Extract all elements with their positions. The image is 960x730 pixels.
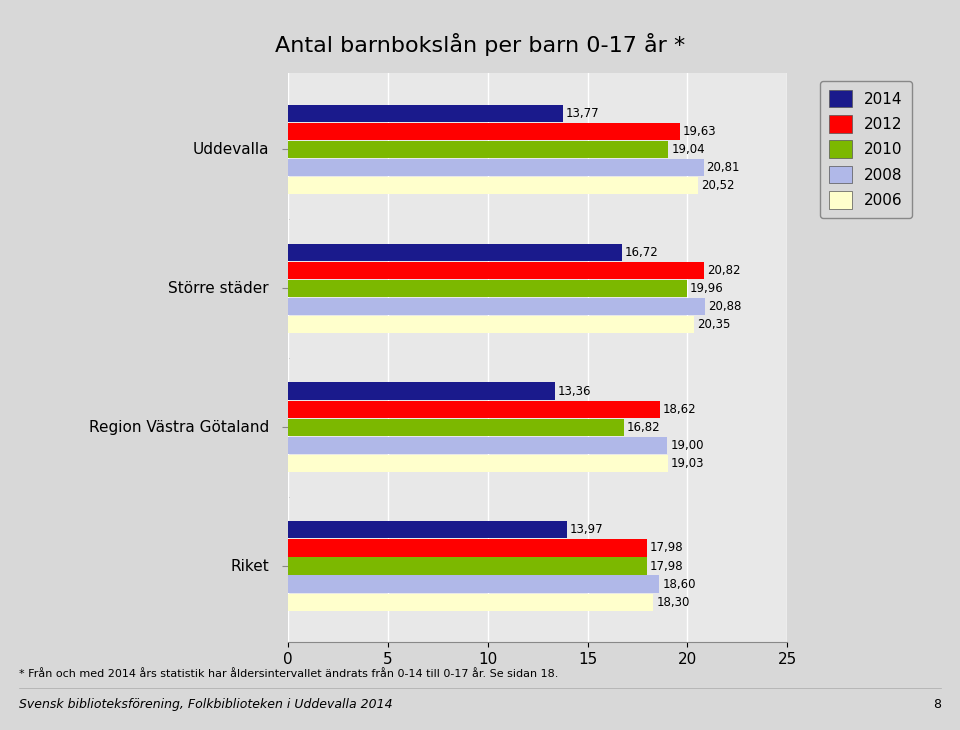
Bar	[288, 521, 567, 539]
Text: 17,98: 17,98	[650, 559, 684, 572]
Bar	[288, 383, 555, 399]
Bar	[288, 316, 694, 333]
Bar	[288, 261, 704, 279]
Bar	[288, 418, 624, 436]
Bar	[288, 104, 563, 122]
Text: 18,60: 18,60	[662, 577, 696, 591]
Bar	[288, 401, 660, 418]
Legend: 2014, 2012, 2010, 2008, 2006: 2014, 2012, 2010, 2008, 2006	[820, 80, 912, 218]
Bar	[288, 280, 686, 297]
Text: 13,97: 13,97	[570, 523, 604, 537]
Text: 8: 8	[933, 698, 941, 711]
Text: 19,04: 19,04	[671, 143, 705, 156]
Text: 19,96: 19,96	[689, 282, 723, 295]
Text: 20,81: 20,81	[707, 161, 740, 174]
Text: 20,52: 20,52	[701, 179, 734, 192]
Text: Svensk biblioteksförening, Folkbiblioteken i Uddevalla 2014: Svensk biblioteksförening, Folkbibliotek…	[19, 698, 393, 711]
Bar	[288, 298, 705, 315]
Text: 13,36: 13,36	[558, 385, 591, 398]
Text: 19,00: 19,00	[670, 439, 704, 452]
Text: 16,82: 16,82	[627, 420, 660, 434]
Bar	[288, 141, 668, 158]
Text: 20,88: 20,88	[708, 300, 741, 313]
Text: 17,98: 17,98	[650, 542, 684, 555]
Bar	[288, 558, 647, 575]
Text: 13,77: 13,77	[566, 107, 600, 120]
Text: 19,03: 19,03	[671, 457, 705, 469]
Bar	[288, 575, 660, 593]
Text: Antal barnbokslån per barn 0-17 år *: Antal barnbokslån per barn 0-17 år *	[275, 33, 685, 56]
Text: Riket: Riket	[230, 558, 269, 574]
Text: 18,30: 18,30	[657, 596, 690, 609]
Bar	[288, 437, 667, 454]
Text: Större städer: Större städer	[168, 281, 269, 296]
Text: 19,63: 19,63	[683, 125, 716, 138]
Bar	[288, 593, 654, 611]
Text: 16,72: 16,72	[625, 246, 659, 258]
Bar	[288, 159, 704, 176]
Text: Region Västra Götaland: Region Västra Götaland	[88, 420, 269, 434]
Bar	[288, 177, 698, 194]
Bar	[288, 455, 668, 472]
Bar	[288, 539, 647, 556]
Text: 20,35: 20,35	[697, 318, 731, 331]
Text: Uddevalla: Uddevalla	[192, 142, 269, 157]
Text: * Från och med 2014 års statistik har åldersintervallet ändrats från 0-14 till 0: * Från och med 2014 års statistik har ål…	[19, 669, 559, 680]
Text: 20,82: 20,82	[707, 264, 740, 277]
Bar	[288, 123, 680, 140]
Text: 18,62: 18,62	[662, 402, 696, 415]
Bar	[288, 244, 622, 261]
